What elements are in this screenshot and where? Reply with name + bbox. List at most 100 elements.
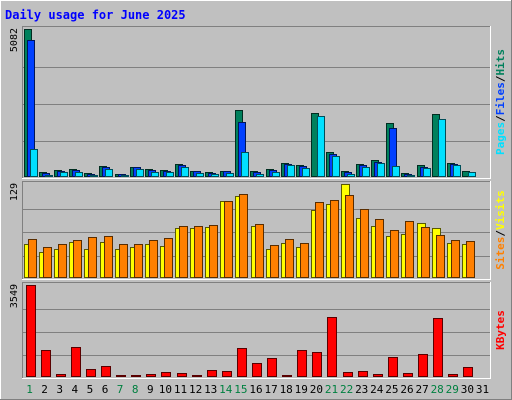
- bar-pages-day-12: [196, 173, 204, 177]
- legend-entry-sites: Sites: [494, 237, 507, 270]
- x-tick-label-day-21: 21: [325, 383, 338, 396]
- bar-sites-day-4: [73, 240, 82, 278]
- bar-kbytes-day-18: [282, 375, 292, 377]
- x-tick-label-day-6: 6: [102, 383, 109, 396]
- bar-sites-day-24: [375, 219, 384, 278]
- bar-kbytes-day-3: [56, 374, 66, 377]
- bar-kbytes-day-26: [403, 373, 413, 377]
- bar-sites-day-25: [390, 230, 399, 278]
- bar-kbytes-day-4: [71, 347, 81, 377]
- bar-pages-day-1: [30, 149, 38, 177]
- bar-kbytes-day-19: [297, 350, 307, 377]
- panel-legend: Sites/Visits: [494, 190, 507, 270]
- bar-sites-day-11: [179, 226, 188, 278]
- bar-sites-day-20: [315, 202, 324, 278]
- bar-pages-day-5: [90, 175, 98, 177]
- bar-sites-day-26: [405, 221, 414, 278]
- y-max-label: 5082: [9, 28, 20, 52]
- bar-pages-day-24: [377, 163, 385, 177]
- bar-sites-day-29: [451, 240, 460, 278]
- bar-sites-day-22: [345, 195, 354, 278]
- bar-sites-day-3: [58, 244, 67, 278]
- bar-pages-day-9: [151, 172, 159, 177]
- bar-pages-day-2: [45, 175, 53, 177]
- bar-sites-day-8: [134, 244, 143, 278]
- bar-kbytes-day-25: [388, 357, 398, 377]
- bar-sites-day-27: [421, 227, 430, 278]
- bar-pages-day-21: [332, 156, 340, 177]
- x-tick-label-day-12: 12: [189, 383, 202, 396]
- x-tick-label-day-11: 11: [174, 383, 187, 396]
- x-tick-label-day-20: 20: [310, 383, 323, 396]
- bar-sites-day-7: [119, 244, 128, 278]
- bar-kbytes-day-23: [358, 371, 368, 377]
- x-tick-label-day-14: 14: [219, 383, 233, 396]
- y-max-label: 3549: [9, 284, 20, 308]
- legend-entry-files: Files: [494, 82, 507, 115]
- bar-sites-day-5: [88, 237, 97, 278]
- x-tick-label-day-17: 17: [264, 383, 277, 396]
- bar-kbytes-day-17: [267, 358, 277, 377]
- bar-pages-day-23: [362, 167, 370, 177]
- bar-pages-day-19: [302, 168, 310, 177]
- bar-kbytes-day-24: [373, 374, 383, 377]
- x-tick-label-day-7: 7: [117, 383, 124, 396]
- x-tick-label-day-3: 3: [56, 383, 63, 396]
- bar-kbytes-day-29: [448, 374, 458, 377]
- legend-entry-kbytes: KBytes: [494, 310, 507, 350]
- bar-pages-day-15: [241, 152, 249, 177]
- bar-pages-day-7: [121, 175, 129, 177]
- bar-kbytes-day-21: [327, 317, 337, 377]
- bar-pages-day-16: [256, 174, 264, 177]
- x-tick-label-day-31: 31: [476, 383, 489, 396]
- x-tick-label-day-18: 18: [280, 383, 293, 396]
- bar-kbytes-day-14: [222, 371, 232, 377]
- bar-pages-day-30: [468, 172, 476, 177]
- bar-kbytes-day-1: [26, 285, 36, 377]
- x-tick-label-day-2: 2: [41, 383, 48, 396]
- bar-kbytes-day-8: [131, 375, 141, 377]
- bar-sites-day-30: [466, 241, 475, 278]
- bar-kbytes-day-22: [343, 372, 353, 377]
- x-tick-label-day-26: 26: [400, 383, 413, 396]
- bar-pages-day-22: [347, 174, 355, 177]
- bar-sites-day-18: [285, 239, 294, 278]
- bar-kbytes-day-13: [207, 370, 217, 377]
- legend-entry-pages: Pages: [494, 122, 507, 155]
- x-axis-labels: 1 2 3 4 5 6 7 8 9 10 11 12 13 14 15 16 17 18 19 20 21 22 23 24 2…: [26, 383, 489, 396]
- bar-kbytes-day-20: [312, 352, 322, 377]
- x-tick-label-day-15: 15: [234, 383, 247, 396]
- bar-sites-day-13: [209, 225, 218, 278]
- bar-sites-day-12: [194, 226, 203, 278]
- bar-pages-day-11: [181, 167, 189, 177]
- bar-sites-day-2: [43, 247, 52, 278]
- bar-sites-day-19: [300, 243, 309, 278]
- bar-sites-day-28: [436, 235, 445, 278]
- x-tick-label-day-23: 23: [355, 383, 368, 396]
- bar-pages-day-20: [317, 116, 325, 177]
- x-tick-label-day-9: 9: [147, 383, 154, 396]
- x-tick-label-day-8: 8: [132, 383, 139, 396]
- legend-separator: /: [494, 75, 507, 82]
- x-tick-label-day-5: 5: [87, 383, 94, 396]
- x-tick-label-day-25: 25: [385, 383, 398, 396]
- bar-pages-day-26: [407, 175, 415, 177]
- y-max-label: 129: [9, 183, 20, 201]
- bar-pages-day-28: [438, 119, 446, 177]
- bar-pages-day-3: [60, 172, 68, 177]
- bar-pages-day-13: [211, 174, 219, 177]
- bar-sites-day-23: [360, 209, 369, 278]
- bar-sites-day-17: [270, 245, 279, 278]
- x-tick-label-day-10: 10: [159, 383, 172, 396]
- bar-kbytes-day-28: [433, 318, 443, 377]
- bar-pages-day-14: [226, 173, 234, 177]
- x-tick-label-day-22: 22: [340, 383, 353, 396]
- bar-kbytes-day-12: [192, 375, 202, 377]
- panel-kbytes: 3549 KBytes: [9, 282, 507, 379]
- x-tick-label-day-4: 4: [71, 383, 78, 396]
- x-tick-label-day-29: 29: [446, 383, 459, 396]
- bar-kbytes-day-10: [161, 372, 171, 377]
- legend-separator: /: [494, 230, 507, 237]
- bar-pages-day-8: [136, 169, 144, 177]
